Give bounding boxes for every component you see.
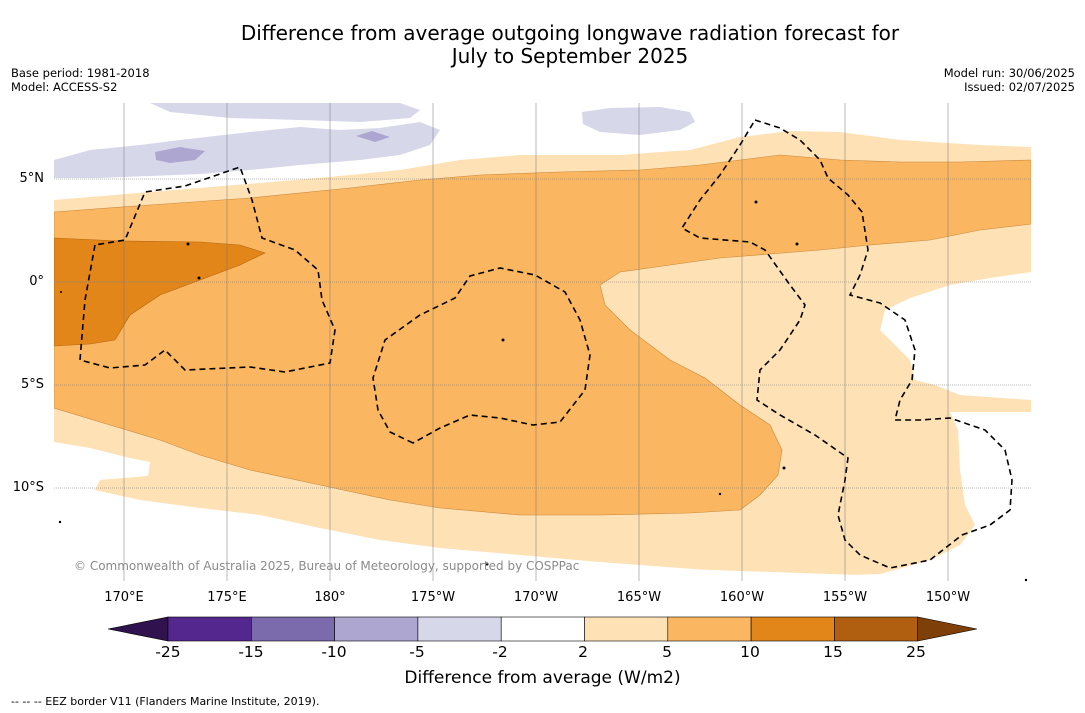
title-line-2: July to September 2025 bbox=[451, 44, 689, 68]
lon-label-175e: 175°E bbox=[207, 590, 247, 605]
colorbar-tick: 5 bbox=[662, 643, 672, 661]
colorbar-tick: -5 bbox=[409, 643, 425, 661]
colorbar-extend-under bbox=[107, 616, 169, 642]
colorbar-segment bbox=[417, 616, 502, 642]
eez-howland-baker bbox=[372, 267, 591, 444]
colorbar bbox=[107, 616, 978, 642]
island bbox=[485, 562, 489, 566]
lon-label-165w: 165°W bbox=[616, 590, 662, 605]
gridlines bbox=[54, 178, 1031, 489]
lon-label-150w: 150°W bbox=[925, 590, 971, 605]
copyright-notice: © Commonwealth of Australia 2025, Bureau… bbox=[74, 559, 580, 573]
island bbox=[58, 520, 62, 524]
colorbar-segment bbox=[167, 616, 252, 642]
island bbox=[1024, 578, 1028, 582]
field-neg-2-5-b bbox=[582, 107, 695, 135]
colorbar-tick: -25 bbox=[155, 643, 181, 661]
field-neg-5-10-a bbox=[155, 147, 205, 163]
colorbar-tick: 10 bbox=[740, 643, 760, 661]
model-run: Model run: 30/06/2025 bbox=[943, 66, 1075, 80]
eez-line-islands bbox=[680, 119, 1013, 569]
island bbox=[197, 276, 201, 280]
island bbox=[754, 200, 758, 204]
island bbox=[501, 338, 505, 342]
colorbar-tick: -15 bbox=[238, 643, 264, 661]
meta-left: Base period: 1981-2018 Model: ACCESS-S2 bbox=[11, 66, 150, 94]
map-fields bbox=[54, 103, 1031, 581]
colorbar-segment bbox=[834, 616, 919, 642]
model-name: Model: ACCESS-S2 bbox=[11, 80, 118, 94]
colorbar-tick: 2 bbox=[578, 643, 588, 661]
islands bbox=[58, 200, 1028, 582]
field-neutral-east bbox=[880, 272, 1031, 400]
eez-kiribati-west bbox=[79, 165, 336, 373]
lon-label-170w: 170°W bbox=[513, 590, 559, 605]
colorbar-tick: 25 bbox=[906, 643, 926, 661]
eez-borders bbox=[79, 119, 1013, 569]
issued-date: Issued: 02/07/2025 bbox=[964, 80, 1075, 94]
lon-label-170e: 170°E bbox=[104, 590, 144, 605]
map-title: Difference from average outgoing longwav… bbox=[0, 22, 1085, 68]
island bbox=[782, 466, 786, 470]
lon-label-155w: 155°W bbox=[822, 590, 868, 605]
field-5-10 bbox=[54, 154, 1031, 516]
colorbar-segment bbox=[750, 616, 835, 642]
colorbar-label: Difference from average (W/m2) bbox=[404, 668, 681, 688]
field-neutral-south bbox=[54, 412, 1031, 581]
lat-label-5n: 5°N bbox=[19, 171, 45, 186]
colorbar-tick: -10 bbox=[321, 643, 347, 661]
field-neg-2-5-a bbox=[54, 103, 440, 178]
meridians bbox=[123, 103, 949, 581]
colorbar-tick: 15 bbox=[823, 643, 843, 661]
lat-label-10s: 10°S bbox=[12, 480, 44, 495]
island bbox=[186, 242, 190, 246]
island bbox=[795, 242, 799, 246]
colorbar-segment bbox=[251, 616, 335, 642]
colorbar-segment bbox=[334, 616, 419, 642]
title-line-1: Difference from average outgoing longwav… bbox=[240, 21, 900, 45]
lon-label-160w: 160°W bbox=[719, 590, 765, 605]
colorbar-extend-over bbox=[917, 616, 978, 642]
colorbar-segment bbox=[667, 616, 752, 642]
lat-label-5s: 5°S bbox=[20, 377, 44, 392]
field-10-15 bbox=[54, 237, 266, 347]
colorbar-tick: -2 bbox=[492, 643, 508, 661]
colorbar-segment bbox=[584, 616, 669, 642]
field-neg-5-10-b bbox=[356, 131, 390, 142]
lon-label-180: 180° bbox=[314, 590, 346, 605]
lat-label-0: 0° bbox=[29, 274, 44, 289]
lon-label-175w: 175°W bbox=[410, 590, 456, 605]
eez-legend: -- -- -- EEZ border V11 (Flanders Marine… bbox=[11, 695, 320, 708]
meta-right: Model run: 30/06/2025 Issued: 02/07/2025 bbox=[944, 66, 1075, 94]
island bbox=[60, 291, 62, 293]
colorbar-segment bbox=[500, 616, 585, 642]
island bbox=[718, 492, 722, 496]
base-period: Base period: 1981-2018 bbox=[11, 66, 150, 80]
